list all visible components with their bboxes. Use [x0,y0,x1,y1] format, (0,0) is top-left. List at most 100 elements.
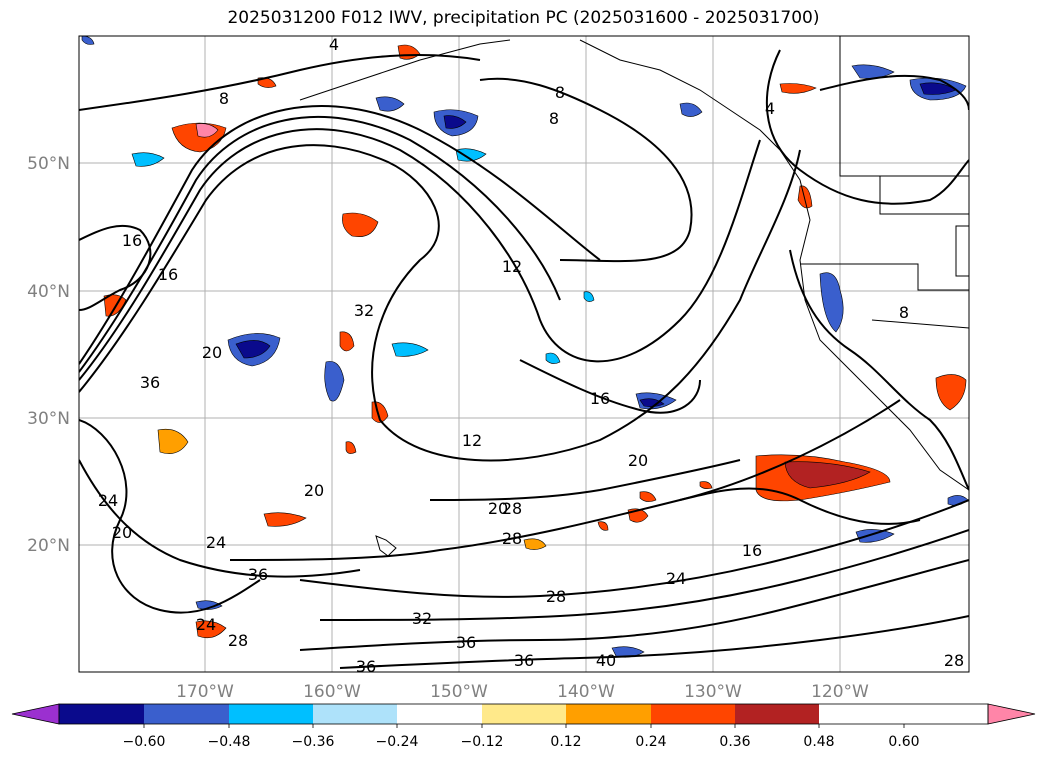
precip-blob [263,512,307,527]
colorbar-segment [482,704,566,724]
contour-label: 8 [219,89,229,108]
contour-label: 4 [765,99,775,118]
precip-blob [679,102,703,117]
precip-blob [851,64,895,79]
contour-label: 8 [549,109,559,128]
lon-label-150w: 150°W [430,682,488,702]
precip-blob [324,361,345,402]
colorbar-tick-label: 0.36 [719,734,750,750]
colorbar-tick-label: −0.24 [376,734,419,750]
map-frame [78,35,970,673]
contour-label: 24 [206,533,226,552]
contour-label: 36 [456,633,476,652]
contour-label: 20 [112,523,132,542]
colorbar-tick-label: −0.12 [461,734,504,750]
contour-label: 32 [412,609,432,628]
contour-label: 20 [304,481,324,500]
precip-blob [131,152,165,167]
colorbar-segment [313,704,397,724]
colorbar-segment [144,704,229,724]
contour-label: 12 [502,257,522,276]
precip-blob [699,481,713,489]
colorbar-tick-label: 0.48 [803,734,834,750]
contour-label: 20 [202,343,222,362]
lon-label-120w: 120°W [811,682,869,702]
contour-label: 36 [514,651,534,670]
lat-label-30n: 30°N [27,409,70,429]
lon-label-140w: 140°W [557,682,615,702]
colorbar: −0.60 −0.48 −0.36 −0.24 −0.12 0.12 0.24 … [11,703,1036,750]
colorbar-segment [566,704,651,724]
precip-negative [81,36,969,658]
map-title: 2025031200 F012 IWV, precipitation PC (2… [227,8,820,28]
precip-blob [235,340,271,359]
lat-label-40n: 40°N [27,282,70,302]
precip-blob [819,272,844,333]
colorbar-tick-label: −0.36 [292,734,335,750]
lat-labels: 50°N 40°N 30°N 20°N [27,154,70,556]
precip-blob [81,36,95,45]
precip-blob [545,352,561,364]
contour-label: 28 [228,631,248,650]
contour-label: 8 [555,83,565,102]
contour-label: 36 [140,373,160,392]
colorbar-segment [59,704,144,724]
contour-label: 16 [742,541,762,560]
lon-label-170w: 170°W [176,682,234,702]
colorbar-tick-label: 0.12 [550,734,581,750]
contour-label: 28 [502,529,522,548]
precip-blob [342,212,379,237]
contour-label: 36 [356,657,376,676]
contour-label: 16 [590,389,610,408]
precip-blob [935,374,967,411]
contour-label: 36 [248,565,268,584]
precip-blob [523,538,547,550]
colorbar-extend-min [11,703,60,725]
colorbar-tick-label: −0.60 [123,734,166,750]
precip-blob [639,491,657,502]
colorbar-segment [735,704,819,724]
contour-label: 20 [488,499,508,518]
contour-label: 28 [546,587,566,606]
contour-label: 12 [462,431,482,450]
precip-blob [375,96,405,112]
precip-blob [195,620,227,639]
contour-label: 28 [944,651,964,670]
lat-label-20n: 20°N [27,536,70,556]
contour-label: 16 [122,231,142,250]
precip-blob [345,441,357,454]
precip-blob [639,398,665,407]
colorbar-segment [397,704,482,724]
precip-blob [443,115,467,129]
colorbar-tick-label: 0.24 [635,734,666,750]
precip-blob [583,291,595,302]
contour-labels: 8 8 8 4 4 16 16 20 36 32 12 16 12 20 20 … [98,35,964,676]
lon-labels: 170°W 160°W 150°W 140°W 130°W 120°W [176,682,869,702]
precip-blob [784,461,871,489]
precip-blob [195,123,219,138]
coastlines [299,36,969,557]
precip-blob [597,521,609,531]
contour-label: 20 [628,451,648,470]
precip-blob [455,148,487,162]
precip-blob [391,342,429,357]
contour-label: 32 [354,301,374,320]
lon-label-160w: 160°W [303,682,361,702]
map-panel [79,36,969,672]
iwv-contours [79,49,969,669]
contour-label: 24 [196,615,216,634]
contour-label: 4 [329,35,339,54]
colorbar-segment [229,704,313,724]
contour-label: 8 [899,303,909,322]
contour-label: 24 [98,491,118,510]
colorbar-extend-max [987,703,1036,725]
colorbar-segment [651,704,735,724]
precip-blob [797,185,813,209]
precip-blob [339,331,355,352]
lon-label-130w: 130°W [684,682,742,702]
colorbar-tick-label: 0.60 [888,734,919,750]
precip-blob [157,428,189,454]
colorbar-tick-label: −0.48 [208,734,251,750]
contour-label: 40 [596,651,616,670]
